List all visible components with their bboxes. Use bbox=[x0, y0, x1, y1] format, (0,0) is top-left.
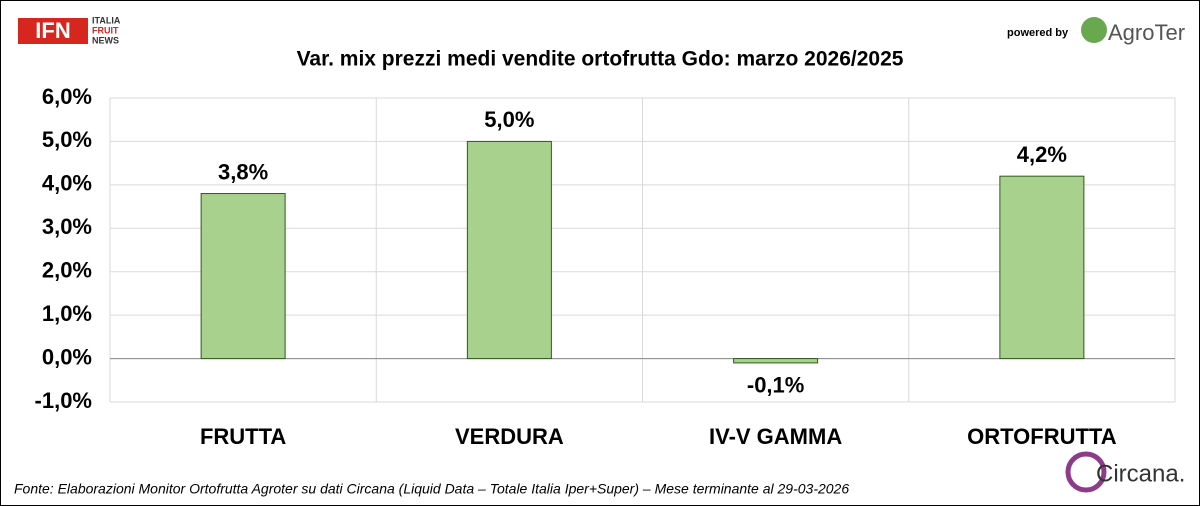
source-note: Fonte: Elaborazioni Monitor Ortofrutta A… bbox=[14, 481, 849, 497]
ifn-logo-box bbox=[18, 18, 88, 44]
value-label: 3,8% bbox=[218, 159, 268, 184]
bar bbox=[466, 140, 552, 360]
ifn-line: FRUIT bbox=[92, 25, 119, 35]
circana-logo: Circana. bbox=[1096, 460, 1185, 487]
x-tick-label: FRUTTA bbox=[200, 424, 286, 449]
ifn-line: ITALIA bbox=[92, 15, 121, 25]
y-tick-label: 1,0% bbox=[42, 301, 92, 326]
y-tick-label: 6,0% bbox=[42, 84, 92, 109]
x-tick-label: ORTOFRUTTA bbox=[967, 424, 1117, 449]
ifn-logo: IFN bbox=[35, 18, 70, 43]
powered-by: powered by bbox=[1007, 27, 1069, 39]
value-label: -0,1% bbox=[747, 373, 804, 398]
y-tick-label: 4,0% bbox=[42, 171, 92, 196]
bar bbox=[733, 358, 819, 364]
ifn-line: NEWS bbox=[92, 35, 119, 45]
chart-title: Var. mix prezzi medi vendite ortofrutta … bbox=[297, 48, 904, 71]
y-tick-label: 3,0% bbox=[42, 214, 92, 239]
agroter-icon bbox=[1081, 17, 1107, 43]
y-tick-label: 2,0% bbox=[42, 258, 92, 283]
y-tick-label: -1,0% bbox=[35, 388, 92, 413]
value-label: 5,0% bbox=[484, 107, 534, 132]
y-tick-label: 5,0% bbox=[42, 127, 92, 152]
value-label: 4,2% bbox=[1017, 142, 1067, 167]
bar bbox=[200, 193, 286, 360]
x-tick-label: VERDURA bbox=[455, 424, 564, 449]
x-tick-label: IV-V GAMMA bbox=[709, 424, 842, 449]
y-tick-label: 0,0% bbox=[42, 344, 92, 369]
agroter-logo: AgroTer bbox=[1108, 20, 1185, 45]
circana-icon bbox=[1065, 451, 1107, 493]
bar bbox=[999, 175, 1085, 360]
